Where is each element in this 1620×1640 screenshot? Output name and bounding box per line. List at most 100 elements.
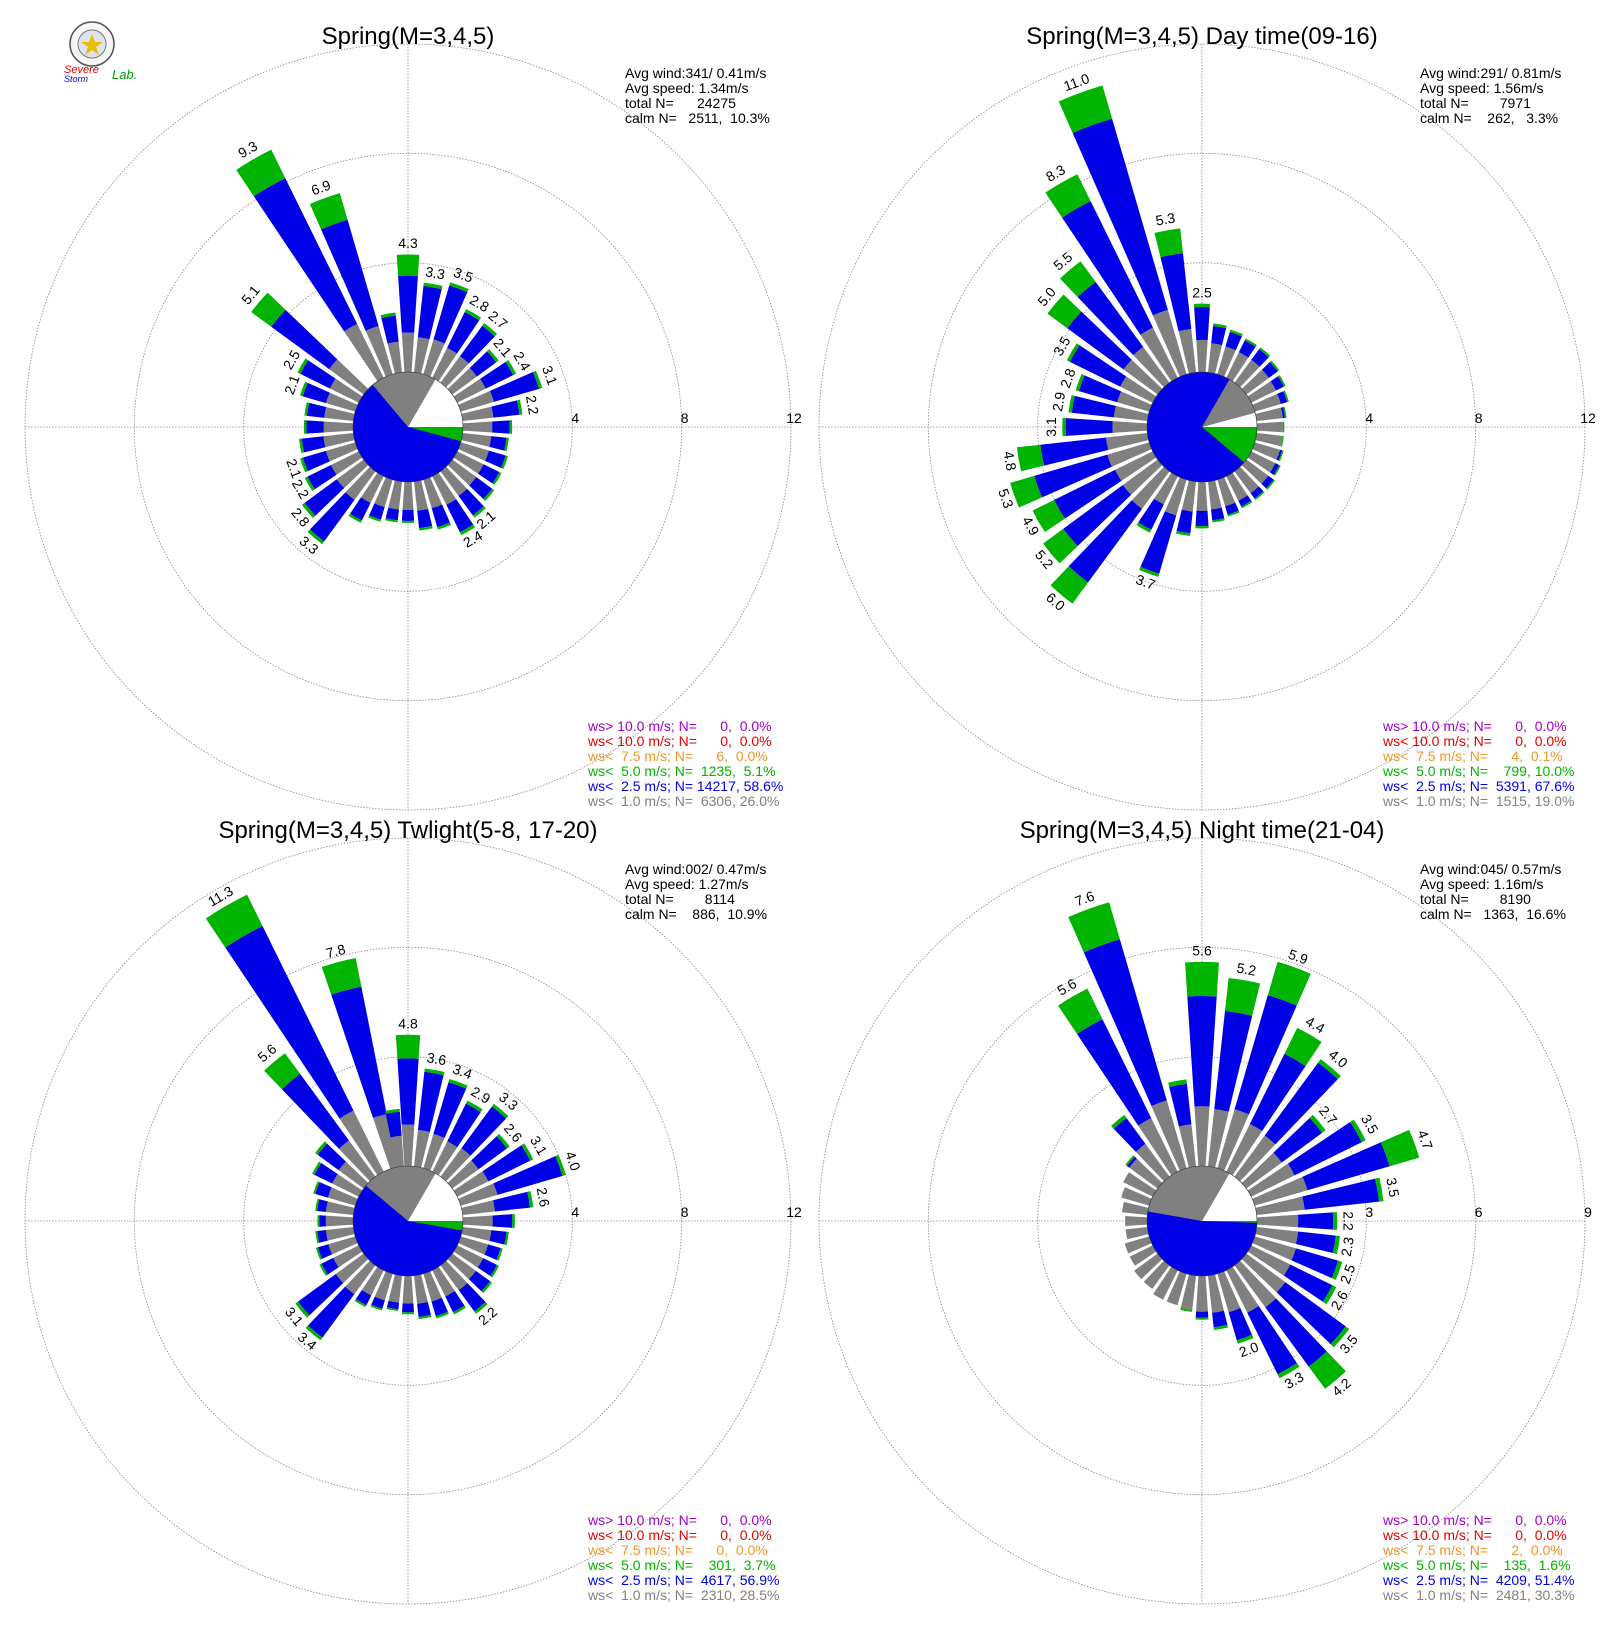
bar-segment-5-0 xyxy=(1125,1155,1135,1166)
stat-line: total N= 8190 xyxy=(1420,891,1531,907)
bar-segment-calm xyxy=(374,1271,393,1301)
wind-bar: 3.3 xyxy=(440,1089,521,1182)
wind-bar: 2.5 xyxy=(1252,1236,1358,1286)
calm-wedge-white xyxy=(408,1173,463,1221)
bar-segment-5-0 xyxy=(1331,1260,1343,1280)
bar-segment-calm xyxy=(1196,1275,1208,1312)
legend-entry: ws< 7.5 m/s; N= 4, 0.1% xyxy=(1382,748,1563,764)
wind-bar: 3.5 xyxy=(1050,333,1157,403)
stat-line: Avg speed: 1.34m/s xyxy=(625,80,748,96)
bar-segment-5-0 xyxy=(1060,261,1096,298)
legend-entry: ws< 10.0 m/s; N= 0, 0.0% xyxy=(1382,733,1567,749)
legend-entry: ws< 5.0 m/s; N= 1235, 5.1% xyxy=(587,763,776,779)
bar-segment-calm xyxy=(1151,1100,1187,1171)
logo-text-storm: Storm xyxy=(64,74,89,84)
wind-bar xyxy=(453,451,502,485)
bar-segment-calm xyxy=(335,1253,369,1283)
legend-entry: ws< 7.5 m/s; N= 0, 0.0% xyxy=(587,1542,768,1558)
bar-segment-5-0 xyxy=(449,282,469,293)
bar-segment-2-5 xyxy=(1302,1142,1390,1191)
bar-segment-5-0 xyxy=(555,1154,566,1176)
bar-segment-2-5 xyxy=(433,1082,467,1138)
bar-segment-5-0 xyxy=(464,309,482,321)
bar-segment-2-5 xyxy=(225,925,354,1119)
bar-segment-2-5 xyxy=(489,372,540,402)
bar-segment-2-5 xyxy=(1261,362,1278,378)
bar-segment-5-0 xyxy=(1266,479,1276,490)
stat-line: Avg wind:045/ 0.57m/s xyxy=(1420,861,1561,877)
bar-segment-calm xyxy=(1113,405,1149,422)
bar-segment-5-0 xyxy=(300,381,308,397)
bar-segment-2-5 xyxy=(1273,1117,1323,1163)
calm-wedge-white xyxy=(1202,1173,1257,1221)
legend-entry: ws< 10.0 m/s; N= 0, 0.0% xyxy=(1382,1527,1567,1543)
bar-segment-5-0 xyxy=(401,1312,415,1315)
bar-segment-2-5 xyxy=(350,497,371,521)
wind-bar xyxy=(1129,1245,1157,1266)
bar-segment-5-0 xyxy=(1282,421,1285,433)
bar-segment-calm xyxy=(1125,1215,1148,1227)
ring-label: 9 xyxy=(1584,1204,1592,1220)
bar-segment-2-5 xyxy=(447,311,480,354)
bar-segment-2-5 xyxy=(477,1258,497,1277)
ring-label: 6 xyxy=(1475,1204,1483,1220)
legend-entry: ws> 10.0 m/s; N= 0, 0.0% xyxy=(1382,718,1567,734)
ring-label: 3 xyxy=(1365,1204,1373,1220)
bar-segment-5-0 xyxy=(465,1100,483,1113)
bar-segment-5-0 xyxy=(1066,343,1080,362)
bar-segment-calm xyxy=(1241,1152,1282,1189)
bar-segment-5-0 xyxy=(396,254,420,276)
wind-bar xyxy=(1255,406,1287,422)
calm-wedge-green xyxy=(408,1221,463,1231)
bar-segment-calm xyxy=(1178,328,1197,374)
bar-segment-5-0 xyxy=(264,1053,301,1090)
bar-segment-2-5 xyxy=(469,351,497,377)
bar-segment-calm xyxy=(345,1260,376,1295)
bar-segment-5-0 xyxy=(1244,338,1257,347)
bar-segment-2-5 xyxy=(1283,1264,1333,1302)
bar-segment-2-5 xyxy=(458,488,484,516)
bar-segment-5-0 xyxy=(435,1311,449,1319)
stat-line: total N= 8114 xyxy=(625,891,735,907)
ring-label: 8 xyxy=(681,1204,689,1220)
bar-segment-calm xyxy=(327,1187,358,1206)
bar-segment-5-0 xyxy=(1280,435,1284,447)
bar-segment-2-5 xyxy=(1277,391,1288,404)
wind-bar xyxy=(1175,480,1197,537)
bar-segment-5-0 xyxy=(1332,1212,1338,1230)
wind-bar xyxy=(462,1214,515,1228)
wind-bar: 2.5 xyxy=(1192,284,1212,373)
bar-segment-5-0 xyxy=(472,506,486,518)
logo-star-icon xyxy=(81,34,103,55)
bar-label: 2.2 xyxy=(1340,1211,1356,1231)
wind-bar: 3.7 xyxy=(1134,477,1187,593)
bar-segment-5-0 xyxy=(315,1198,320,1212)
bar-segment-calm xyxy=(373,1114,398,1169)
bar-segment-5-0 xyxy=(487,349,499,363)
ring-label: 4 xyxy=(1365,410,1373,426)
bar-segment-2-5 xyxy=(401,509,415,521)
bar-segment-2-5 xyxy=(1281,407,1286,419)
wind-bar xyxy=(413,480,433,531)
bar-segment-calm xyxy=(1234,359,1260,388)
bar-segment-calm xyxy=(423,477,443,509)
bar-segment-2-5 xyxy=(1077,281,1144,356)
wind-bar: 2.6 xyxy=(461,1186,553,1216)
legend-entry: ws< 10.0 m/s; N= 0, 0.0% xyxy=(587,733,772,749)
wind-bar xyxy=(1247,375,1286,403)
bar-segment-calm xyxy=(1256,421,1283,433)
bar-segment-5-0 xyxy=(459,524,476,536)
legend-entry: ws> 10.0 m/s; N= 0, 0.0% xyxy=(587,718,772,734)
bar-segment-calm xyxy=(329,359,369,395)
wind-bar xyxy=(1125,1215,1148,1227)
bar-segment-2-5 xyxy=(1250,486,1264,499)
bar-segment-5-0 xyxy=(1139,566,1160,577)
bar-segment-2-5 xyxy=(417,1071,444,1132)
ring-label: 4 xyxy=(571,410,579,426)
bar-segment-5-0 xyxy=(298,438,305,454)
wind-bar xyxy=(315,1141,369,1189)
bar-segment-5-0 xyxy=(418,1314,432,1320)
bar-segment-5-0 xyxy=(1047,294,1082,329)
bar-segment-5-0 xyxy=(1273,465,1281,476)
bar-segment-calm xyxy=(325,442,358,462)
